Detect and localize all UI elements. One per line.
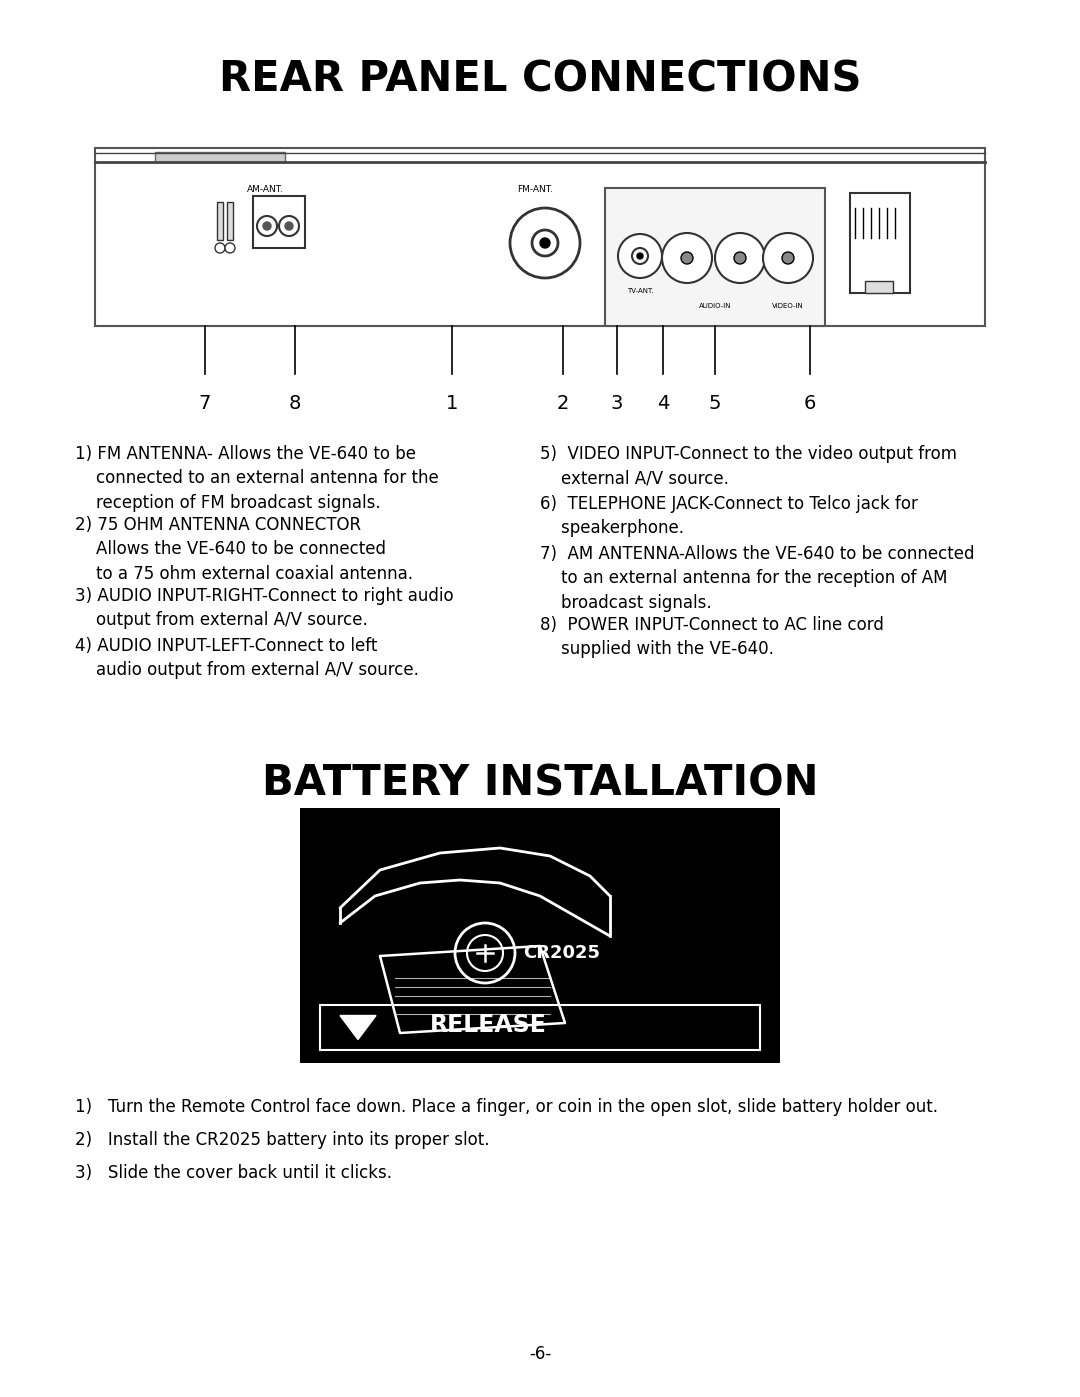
- Circle shape: [681, 251, 693, 264]
- Text: 1)   Turn the Remote Control face down. Place a finger, or coin in the open slot: 1) Turn the Remote Control face down. Pl…: [75, 1098, 939, 1116]
- Text: CR2025: CR2025: [523, 944, 600, 963]
- Circle shape: [715, 233, 765, 284]
- Text: 4: 4: [657, 394, 670, 414]
- Circle shape: [467, 935, 503, 971]
- Circle shape: [215, 243, 225, 253]
- Bar: [95, 148, 985, 326]
- Text: 6: 6: [804, 394, 816, 414]
- Text: 3: 3: [611, 394, 623, 414]
- Text: TV-ANT.: TV-ANT.: [626, 288, 653, 293]
- Circle shape: [285, 222, 293, 231]
- Bar: [865, 281, 893, 293]
- Text: VIDEO-IN: VIDEO-IN: [772, 303, 804, 309]
- Bar: [850, 193, 910, 293]
- Circle shape: [632, 249, 648, 264]
- Text: -6-: -6-: [529, 1345, 551, 1363]
- Text: 3)   Slide the cover back until it clicks.: 3) Slide the cover back until it clicks.: [75, 1164, 392, 1182]
- Bar: [95, 148, 985, 162]
- Text: 5: 5: [708, 394, 721, 414]
- Text: REAR PANEL CONNECTIONS: REAR PANEL CONNECTIONS: [219, 59, 861, 101]
- Text: 4) AUDIO INPUT-LEFT-Connect to left
    audio output from external A/V source.: 4) AUDIO INPUT-LEFT-Connect to left audi…: [75, 637, 419, 679]
- Text: 8: 8: [288, 394, 301, 414]
- Circle shape: [734, 251, 746, 264]
- Circle shape: [279, 217, 299, 236]
- Circle shape: [225, 243, 235, 253]
- Bar: [227, 203, 233, 240]
- Circle shape: [782, 251, 794, 264]
- Text: RELEASE: RELEASE: [430, 1013, 546, 1038]
- Text: 2: 2: [557, 394, 569, 414]
- Circle shape: [264, 222, 271, 231]
- Text: 1) FM ANTENNA- Allows the VE-640 to be
    connected to an external antenna for : 1) FM ANTENNA- Allows the VE-640 to be c…: [75, 446, 438, 511]
- Circle shape: [257, 217, 276, 236]
- Circle shape: [637, 253, 643, 258]
- Bar: [300, 807, 780, 1063]
- Circle shape: [762, 233, 813, 284]
- Text: 7: 7: [199, 394, 212, 414]
- Text: 6)  TELEPHONE JACK-Connect to Telco jack for
    speakerphone.: 6) TELEPHONE JACK-Connect to Telco jack …: [540, 495, 918, 538]
- Bar: [253, 196, 305, 249]
- Bar: [605, 189, 825, 326]
- Polygon shape: [340, 1016, 376, 1039]
- Text: AM-ANT.: AM-ANT.: [246, 186, 283, 194]
- Circle shape: [455, 923, 515, 983]
- Text: BATTERY INSTALLATION: BATTERY INSTALLATION: [261, 761, 819, 805]
- Bar: [156, 152, 285, 162]
- Bar: [320, 1004, 760, 1051]
- Text: 3) AUDIO INPUT-RIGHT-Connect to right audio
    output from external A/V source.: 3) AUDIO INPUT-RIGHT-Connect to right au…: [75, 587, 454, 629]
- Circle shape: [540, 237, 550, 249]
- Circle shape: [510, 208, 580, 278]
- Text: 8)  POWER INPUT-Connect to AC line cord
    supplied with the VE-640.: 8) POWER INPUT-Connect to AC line cord s…: [540, 616, 883, 658]
- Text: FM-ANT.: FM-ANT.: [517, 186, 553, 194]
- Circle shape: [618, 235, 662, 278]
- Text: AUDIO-IN: AUDIO-IN: [699, 303, 731, 309]
- Text: 7)  AM ANTENNA-Allows the VE-640 to be connected
    to an external antenna for : 7) AM ANTENNA-Allows the VE-640 to be co…: [540, 545, 974, 612]
- Text: 1: 1: [446, 394, 458, 414]
- Text: 2) 75 OHM ANTENNA CONNECTOR
    Allows the VE-640 to be connected
    to a 75 oh: 2) 75 OHM ANTENNA CONNECTOR Allows the V…: [75, 515, 413, 583]
- Text: 2)   Install the CR2025 battery into its proper slot.: 2) Install the CR2025 battery into its p…: [75, 1132, 489, 1148]
- Bar: [217, 203, 222, 240]
- Circle shape: [532, 231, 558, 256]
- Text: 5)  VIDEO INPUT-Connect to the video output from
    external A/V source.: 5) VIDEO INPUT-Connect to the video outp…: [540, 446, 957, 488]
- Circle shape: [662, 233, 712, 284]
